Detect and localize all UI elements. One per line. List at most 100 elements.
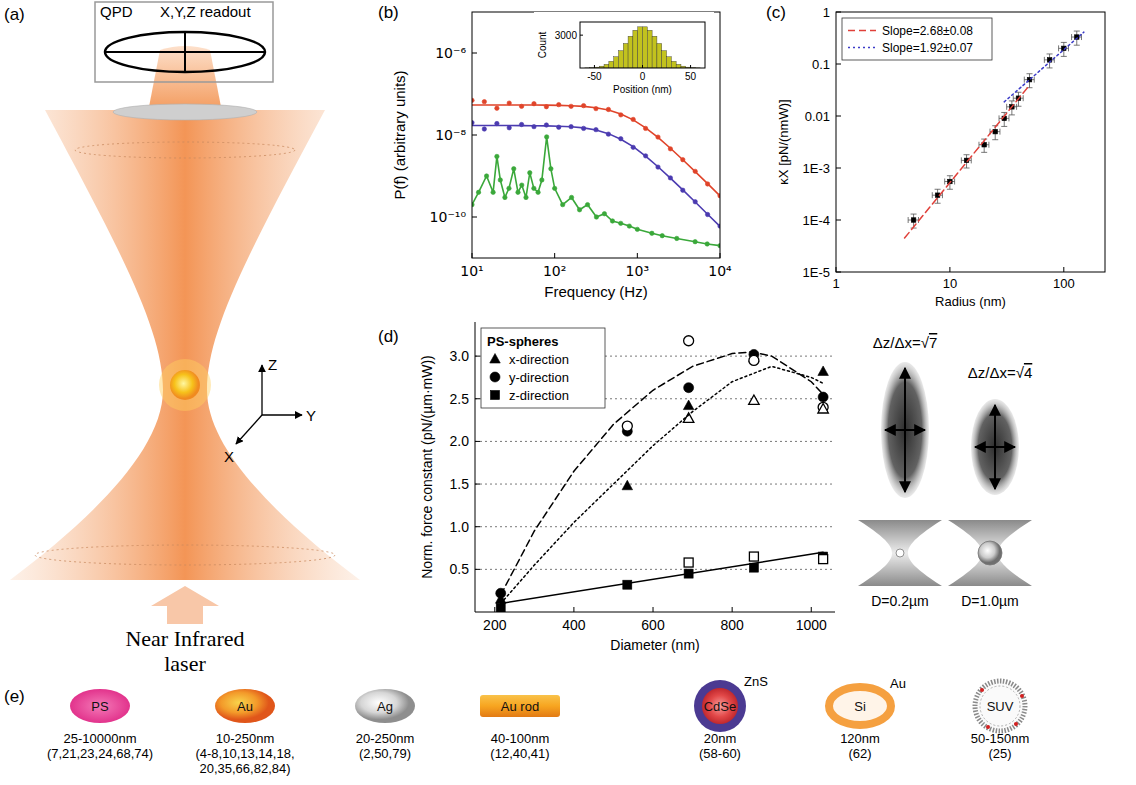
histogram-bar xyxy=(643,27,648,68)
legend: PS-spheresx-directiony-directionz-direct… xyxy=(481,328,605,408)
x-tick-label: 0 xyxy=(640,71,646,82)
vesicle-dot xyxy=(980,688,984,692)
y-tick xyxy=(472,135,477,136)
marker xyxy=(619,221,623,225)
particle-shape xyxy=(215,689,275,723)
series-line xyxy=(905,85,1030,238)
y-axis-title: Count xyxy=(537,31,548,58)
x-tick xyxy=(811,607,812,612)
marker xyxy=(675,236,679,240)
ratio-part: Δz/Δx=√ xyxy=(873,334,930,351)
vesicle-dot xyxy=(1014,722,1018,726)
marker xyxy=(749,395,760,405)
particle-shell xyxy=(694,680,746,732)
y-tick-label: 1E-4 xyxy=(803,213,830,228)
references: (4-8,10,13,14,18, xyxy=(195,746,294,761)
series-line xyxy=(501,366,823,603)
panel-b-inset: -500503000Position (nm)Count xyxy=(534,12,714,98)
histogram-bar xyxy=(628,36,633,68)
y-tick-label: 3000 xyxy=(555,30,578,41)
marker xyxy=(650,231,654,235)
y-tick xyxy=(472,217,477,218)
y-tick xyxy=(836,220,841,221)
legend-line xyxy=(848,47,876,49)
panel-letter: (a) xyxy=(4,5,25,24)
marker xyxy=(482,127,486,131)
axis-name: Z xyxy=(268,356,277,373)
marker xyxy=(749,355,759,365)
panel-c: 1101001E-51E-41E-30.010.11Radius (nm)κX … xyxy=(776,5,1105,309)
bead-glow xyxy=(159,359,211,411)
x-tick xyxy=(732,607,733,612)
y-tick-label: 0.1 xyxy=(812,57,830,72)
marker xyxy=(495,106,499,110)
condenser xyxy=(113,104,257,120)
y-tick-label: 1.0 xyxy=(450,519,470,535)
axis-name: Y xyxy=(306,407,316,424)
marker xyxy=(818,392,828,402)
legend-label: x-direction xyxy=(509,352,569,367)
marker xyxy=(532,186,536,190)
laser-label: laser xyxy=(164,651,206,676)
particle-name: Ag xyxy=(377,699,393,714)
x-tick xyxy=(637,253,638,258)
grid-line xyxy=(475,441,835,442)
series-line xyxy=(472,137,720,246)
laser-beam xyxy=(10,110,360,580)
marker xyxy=(610,219,614,223)
series-line xyxy=(501,552,823,603)
plot-area xyxy=(905,31,1084,238)
x-tick xyxy=(554,253,555,258)
vesicle-bilayer xyxy=(975,681,1025,731)
plot-area xyxy=(472,98,720,248)
x-tick xyxy=(573,607,574,612)
marker xyxy=(520,183,524,187)
marker xyxy=(660,233,664,237)
x-error-bar xyxy=(908,217,918,223)
coordinate-axis xyxy=(261,365,262,415)
trapped-bead xyxy=(170,370,200,400)
particle-name: CdSe xyxy=(704,699,737,714)
marker xyxy=(749,552,758,561)
marker xyxy=(552,186,556,190)
marker xyxy=(602,212,606,216)
legend-label: y-direction xyxy=(509,370,569,385)
x-tick-label: 100 xyxy=(1053,276,1075,291)
qpd-detector xyxy=(105,32,265,72)
series-line xyxy=(1004,32,1084,102)
y-tick xyxy=(475,569,480,570)
x-axis-title: Position (nm) xyxy=(613,84,672,95)
y-tick-label: 10⁻¹⁰ xyxy=(430,209,467,225)
series-line xyxy=(472,126,720,227)
y-tick-label: 1.5 xyxy=(450,476,470,492)
marker xyxy=(482,99,486,103)
size-range: 120nm xyxy=(840,731,880,746)
legend-label: Slope=2.68±0.08 xyxy=(882,24,973,38)
y-axis-title: Norm. force constant (pN/(µm·mW)) xyxy=(419,355,435,579)
references: 20,35,66,82,84) xyxy=(199,761,290,776)
x-tick xyxy=(1063,267,1064,272)
marker xyxy=(577,208,581,212)
marker xyxy=(528,171,532,175)
y-tick xyxy=(475,441,480,442)
y-tick xyxy=(580,35,583,36)
y-tick-label: 0.01 xyxy=(805,109,830,124)
y-tick xyxy=(475,484,480,485)
inset-background xyxy=(534,12,714,98)
marker xyxy=(536,190,540,194)
x-tick-label: 10⁴ xyxy=(708,263,732,279)
legend-label: z-direction xyxy=(509,388,569,403)
particle: SiAu120nm(62) xyxy=(829,676,906,761)
vesicle-dot xyxy=(986,725,990,729)
ratio-label: Δz/Δx=√7 xyxy=(873,334,938,351)
trap-bead xyxy=(978,541,1002,565)
coordinate-axis xyxy=(236,415,262,444)
qpd-label: QPD xyxy=(100,3,133,20)
marker xyxy=(683,400,694,410)
y-tick-label: 2.0 xyxy=(450,433,470,449)
panel-letter: (c) xyxy=(766,3,786,22)
laser-label: Near Infrared xyxy=(125,626,244,651)
y-tick xyxy=(475,398,480,399)
particle-name: SUV xyxy=(987,699,1014,714)
coordinate-axis xyxy=(262,414,302,415)
